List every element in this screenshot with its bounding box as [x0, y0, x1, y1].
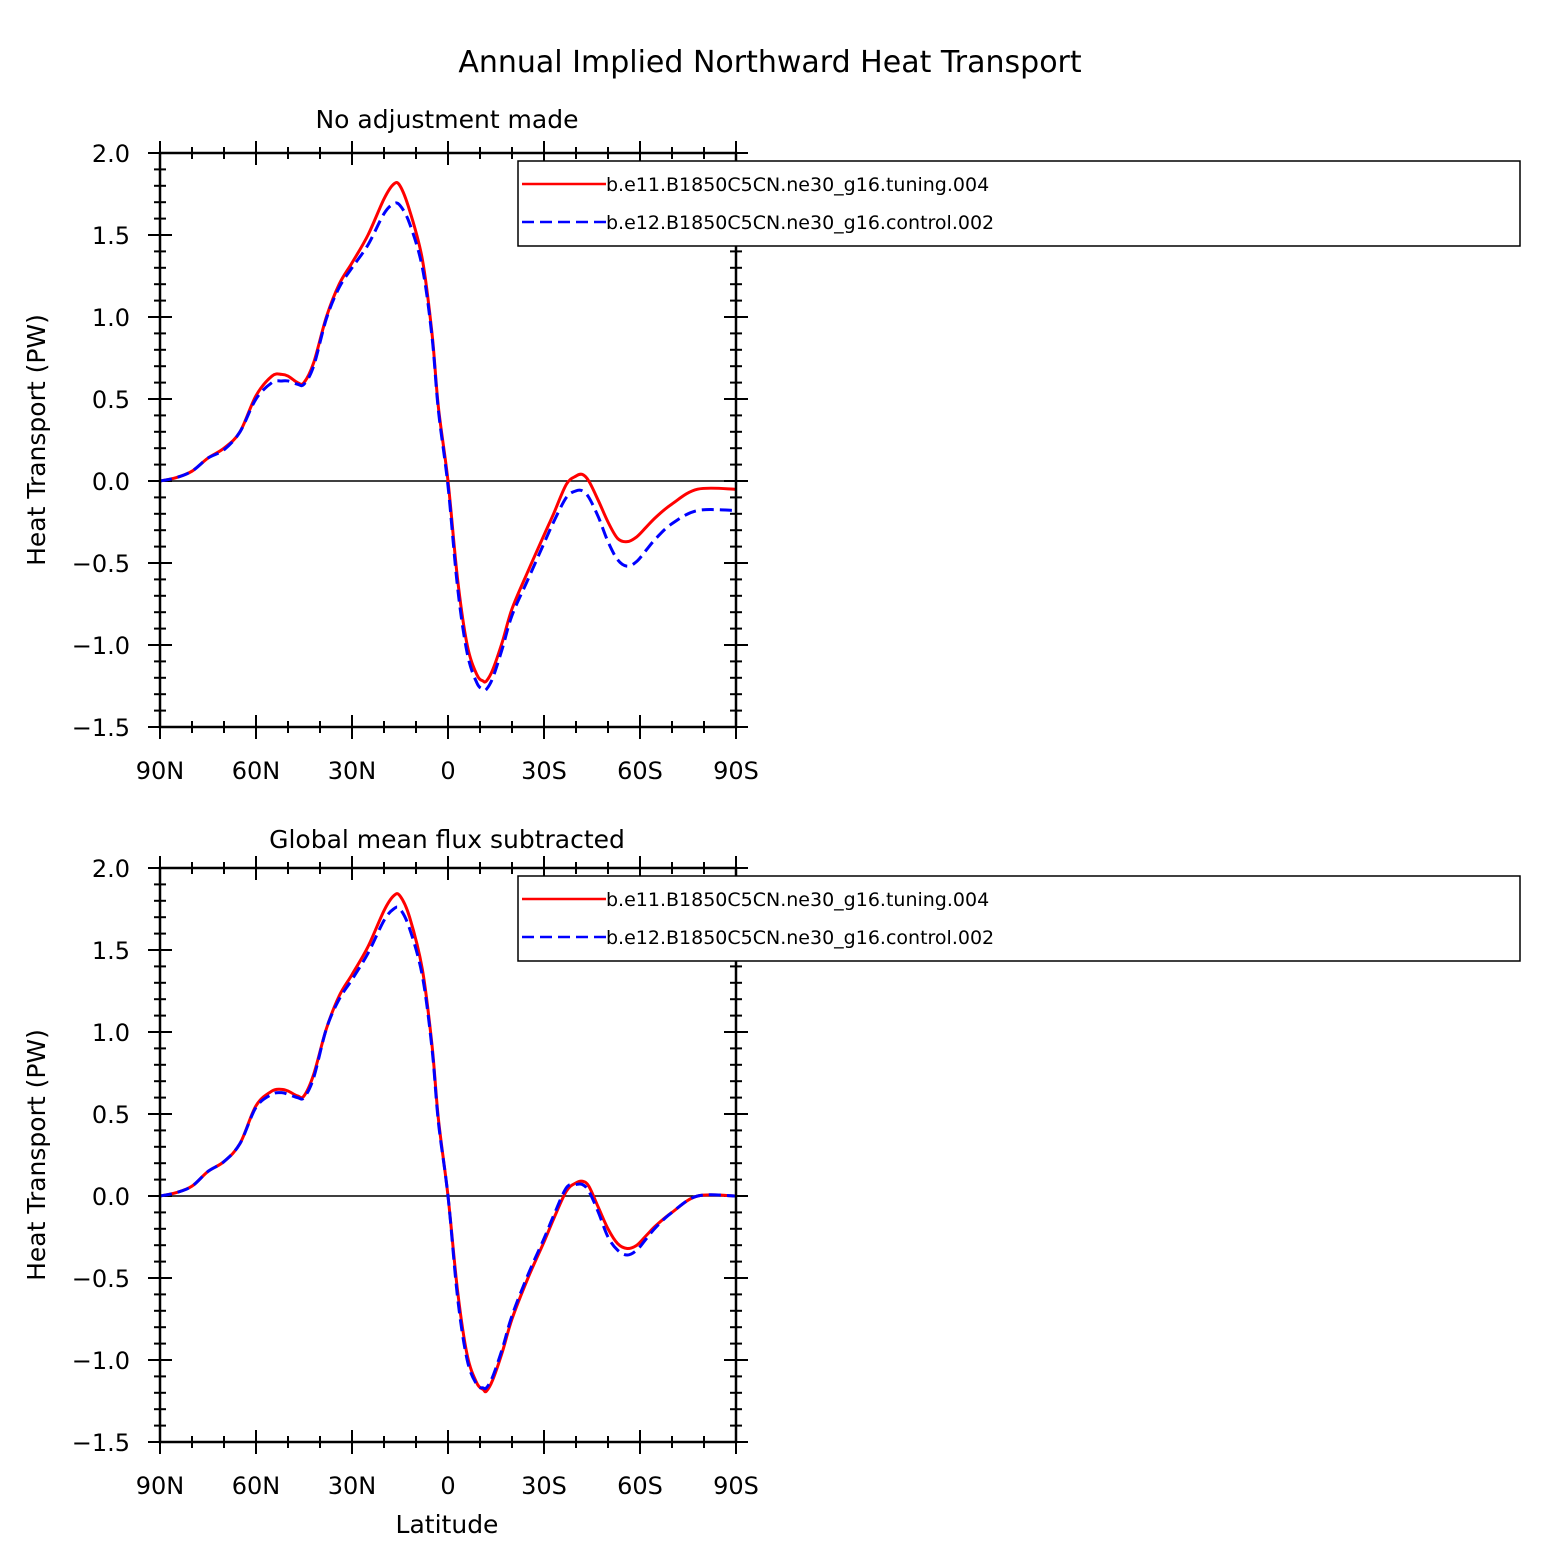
plot-frame: [158, 151, 738, 729]
x-tick-label: 60N: [232, 757, 281, 785]
x-tick-label: 60S: [617, 1472, 663, 1500]
y-tick-label: 0.5: [92, 1101, 130, 1129]
x-tick-label: 0: [440, 1472, 455, 1500]
panel-title: Global mean flux subtracted: [269, 825, 625, 854]
panel-no-adjustment: No adjustment made Heat Transport (PW) 9…: [22, 105, 1521, 785]
x-tick-label: 30S: [521, 1472, 567, 1500]
x-tick-label: 90S: [713, 1472, 759, 1500]
axis-tick-labels: 90N 60N 30N 0 30S 60S 90S −1.5 −1.0 −0.5 0.0 0.5 1.0…: [72, 855, 759, 1500]
x-tick-label: 30S: [521, 757, 567, 785]
y-tick-label: 0.5: [92, 386, 130, 414]
axis-tick-labels: 90N 60N 30N 0 30S 60S 90S −1.5 −1.0 −0.5 0.0 0.5 1.0…: [72, 140, 759, 785]
series-line-1: [159, 892, 737, 1394]
y-tick-label: 2.0: [92, 140, 130, 168]
x-tick-label: 90N: [136, 1472, 185, 1500]
y-tick-label: 1.5: [92, 222, 130, 250]
y-tick-label: 0.0: [92, 1183, 130, 1211]
y-tick-label: 2.0: [92, 855, 130, 883]
series-line-2: [159, 201, 737, 692]
x-tick-label: 60S: [617, 757, 663, 785]
legend-box: [517, 160, 1521, 247]
series-lines: [159, 892, 737, 1394]
legend-label-1: b.e11.B1850C5CN.ne30_g16.tuning.004: [606, 889, 989, 911]
legend: b.e11.B1850C5CN.ne30_g16.tuning.004 b.e1…: [517, 160, 1521, 247]
y-tick-label: −1.5: [72, 1429, 130, 1457]
x-tick-label: 0: [440, 757, 455, 785]
panel-global-mean-subtracted: Global mean flux subtracted Heat Transpo…: [22, 825, 1521, 1539]
series-lines: [159, 181, 737, 692]
x-tick-label: 90S: [713, 757, 759, 785]
x-tick-label: 30N: [328, 757, 377, 785]
legend: b.e11.B1850C5CN.ne30_g16.tuning.004 b.e1…: [517, 875, 1521, 962]
series-line-1: [159, 181, 737, 684]
x-tick-label: 60N: [232, 1472, 281, 1500]
y-tick-label: −1.0: [72, 632, 130, 660]
y-axis-label: Heat Transport (PW): [22, 1029, 51, 1281]
legend-box: [517, 875, 1521, 962]
legend-label-2: b.e12.B1850C5CN.ne30_g16.control.002: [606, 927, 994, 949]
x-tick-label: 90N: [136, 757, 185, 785]
y-tick-label: −0.5: [72, 550, 130, 578]
y-tick-label: −1.0: [72, 1347, 130, 1375]
panel-title: No adjustment made: [315, 105, 578, 134]
x-tick-label: 30N: [328, 1472, 377, 1500]
legend-label-1: b.e11.B1850C5CN.ne30_g16.tuning.004: [606, 174, 989, 196]
y-axis-label: Heat Transport (PW): [22, 314, 51, 566]
y-tick-label: −0.5: [72, 1265, 130, 1293]
plot-frame: [158, 866, 738, 1444]
y-tick-label: 0.0: [92, 468, 130, 496]
legend-label-2: b.e12.B1850C5CN.ne30_g16.control.002: [606, 212, 994, 234]
x-axis-label: Latitude: [396, 1510, 499, 1539]
y-tick-label: −1.5: [72, 714, 130, 742]
figure-title: Annual Implied Northward Heat Transport: [458, 45, 1082, 80]
y-tick-label: 1.0: [92, 304, 130, 332]
y-tick-label: 1.5: [92, 937, 130, 965]
series-line-2: [159, 905, 737, 1391]
y-tick-label: 1.0: [92, 1019, 130, 1047]
